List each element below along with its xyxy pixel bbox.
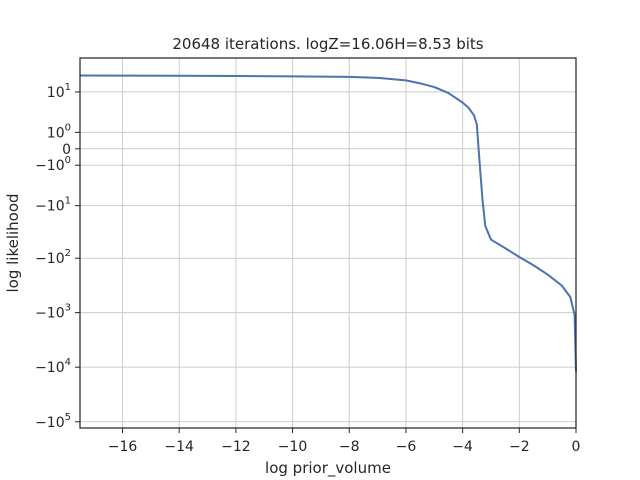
x-tick-label: −2: [509, 439, 530, 455]
y-tick-label: −103: [35, 303, 71, 322]
x-tick-label: −10: [278, 439, 308, 455]
x-tick-label: −12: [221, 439, 251, 455]
series-layer: [79, 74, 577, 372]
y-tick-label: 0: [62, 142, 71, 158]
y-tick-label: −105: [35, 412, 71, 431]
x-tick-label: −8: [339, 439, 360, 455]
y-tick-label: −101: [35, 196, 71, 215]
y-tick-label: 101: [47, 82, 71, 101]
plot-frame: [79, 57, 577, 429]
y-tick-label: −102: [35, 248, 71, 267]
chart-title: 20648 iterations. logZ=16.06H=8.53 bits: [172, 35, 483, 53]
y-tick-label: −104: [35, 357, 71, 376]
x-tick-label: −6: [396, 439, 417, 455]
grid: [80, 58, 577, 428]
x-tick-label: −16: [108, 439, 138, 455]
y-tick-label: 100: [47, 122, 71, 141]
x-tick-label: −14: [164, 439, 194, 455]
x-tick-label: 0: [572, 439, 581, 455]
y-tick-label: −100: [35, 155, 71, 174]
x-tick-label: −4: [452, 439, 473, 455]
x-axis: −16 −14 −12 −10 −8 −6 −4 −2 0: [108, 428, 581, 455]
y-axis-title: log likelihood: [4, 193, 22, 292]
x-axis-title: log prior_volume: [265, 459, 391, 478]
series-line: [79, 74, 577, 372]
